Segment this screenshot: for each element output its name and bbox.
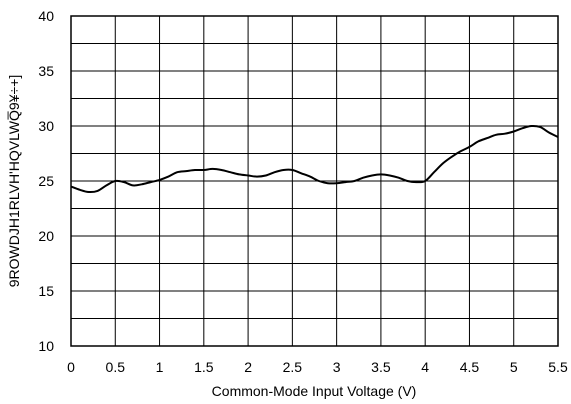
x-tick-label: 2.5 (283, 359, 303, 375)
y-tick-label: 40 (38, 8, 54, 24)
x-tick-label: 1 (156, 359, 164, 375)
y-tick-label: 20 (38, 228, 54, 244)
x-axis-label: Common-Mode Input Voltage (V) (212, 383, 417, 399)
series-group (70, 124, 559, 194)
x-tick-label: 1.5 (194, 359, 214, 375)
grid-lines (71, 16, 558, 346)
y-tick-label: 25 (38, 173, 54, 189)
x-tick-label: 4.5 (460, 359, 480, 375)
y-tick-label: 30 (38, 118, 54, 134)
y-tick-label: 15 (38, 283, 54, 299)
x-tick-label: 3.5 (371, 359, 391, 375)
y-tick-label: 35 (38, 63, 54, 79)
x-tick-label: 2 (244, 359, 252, 375)
x-tick-label: 5.5 (548, 359, 568, 375)
x-tick-label: 5 (510, 359, 518, 375)
x-tick-label: 0.5 (106, 359, 126, 375)
y-tick-labels: 10 15 20 25 30 35 40 (38, 8, 54, 354)
y-axis-label: 9ROWDJH1RLVH'HQVLWQ̅9¥÷+] (6, 75, 22, 288)
x-tick-label: 0 (67, 359, 75, 375)
x-tick-labels: 0 0.5 1 1.5 2 2.5 3 3.5 4 4.5 5 5.5 (67, 359, 568, 375)
x-tick-label: 4 (421, 359, 429, 375)
x-tick-label: 3 (333, 359, 341, 375)
y-tick-label: 10 (38, 338, 54, 354)
series-line (70, 124, 559, 194)
plot-frame (70, 15, 559, 347)
